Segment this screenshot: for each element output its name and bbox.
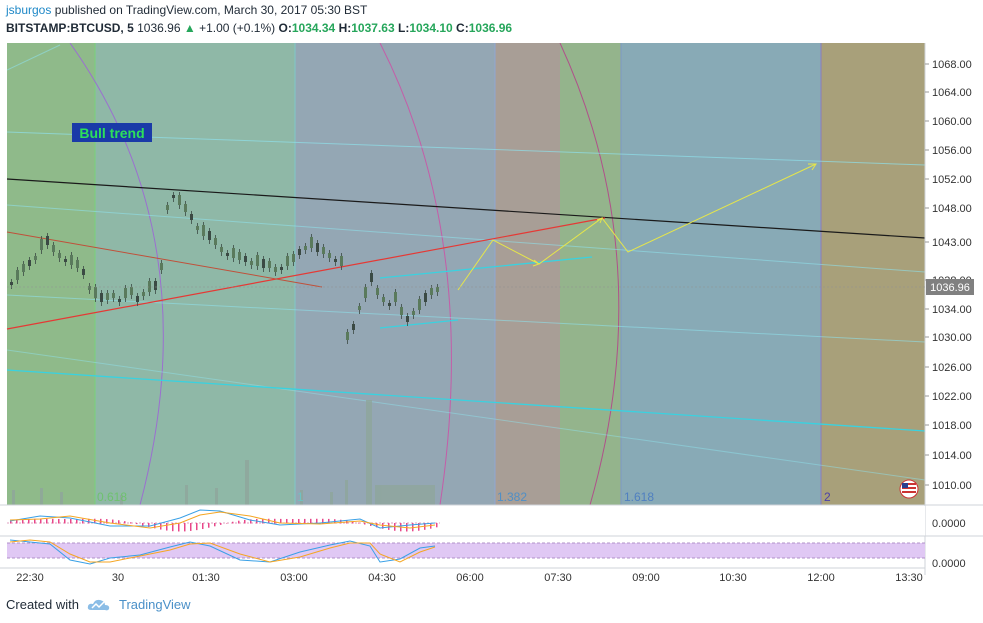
support-trendline[interactable]	[6, 217, 606, 330]
open-value: 1034.34	[291, 21, 336, 35]
volume-bars	[12, 400, 435, 505]
change-value: +1.00 (+0.1%)	[199, 21, 276, 35]
chart-canvas[interactable]: Bull trend 0.618 1 1.382 1.618 2 1068.00…	[0, 40, 983, 595]
close-label: C:	[456, 21, 469, 35]
low-label: L:	[397, 21, 410, 35]
fib-labels: 0.618 1 1.382 1.618 2	[97, 490, 831, 504]
time-tick-label: 13:30	[895, 572, 923, 584]
price-tick-label: 1056.00	[932, 145, 972, 157]
price-tick-label: 1022.00	[932, 391, 972, 403]
high-label: H:	[338, 21, 352, 35]
channel-bottom-line[interactable]	[6, 369, 926, 432]
price-tick-label: 1018.00	[932, 420, 972, 432]
time-tick-label: 10:30	[719, 572, 747, 584]
macd-value: 0.0000	[932, 518, 966, 530]
time-tick-label: 04:30	[368, 572, 396, 584]
current-price-tag	[926, 279, 974, 295]
author-link[interactable]: jsburgos	[6, 3, 52, 17]
down-trendline[interactable]	[6, 231, 323, 288]
price-tick-label: 1026.00	[932, 362, 972, 374]
fib-label-1618: 1.618	[624, 490, 654, 504]
published-text: published on TradingView.com, March 30, …	[54, 3, 368, 17]
candlestick-series	[10, 192, 439, 344]
time-axis[interactable]: 22:30 30 01:30 03:00 04:30 06:00 07:30 09:00 10:…	[16, 572, 923, 584]
price-tick-label: 1068.00	[932, 59, 972, 71]
channel-upper-short[interactable]	[379, 256, 593, 279]
tradingview-link[interactable]: TradingView	[118, 597, 191, 612]
bull-trend-label: Bull trend	[79, 125, 144, 141]
high-value: 1037.63	[351, 21, 395, 35]
last-price: 1036.96	[137, 21, 181, 35]
time-tick-label: 01:30	[192, 572, 220, 584]
time-tick-label: 22:30	[16, 572, 44, 584]
symbol-label[interactable]: BITSTAMP:BTCUSD, 5	[6, 21, 134, 35]
time-tick-label: 07:30	[544, 572, 572, 584]
price-tick-label: 1010.00	[932, 480, 972, 492]
fib-arc-1	[69, 43, 164, 505]
channel-lower-short[interactable]	[379, 319, 459, 329]
fib-arc-2	[379, 43, 452, 505]
close-value: 1036.96	[468, 21, 513, 35]
price-tick-label: 1034.00	[932, 304, 972, 316]
fib-label-1: 1	[297, 490, 304, 504]
fib-time-zones	[7, 43, 925, 505]
stochastic-pane[interactable]	[7, 539, 925, 565]
time-tick-label: 06:00	[456, 572, 484, 584]
tradingview-cloud-icon	[87, 599, 110, 610]
up-triangle-icon: ▲	[183, 21, 196, 35]
macd-pane[interactable]	[7, 506, 925, 536]
open-label: O:	[278, 21, 292, 35]
price-axis[interactable]: 1068.00 1064.00 1060.00 1056.00 1052.00 1048.…	[925, 59, 972, 492]
created-with-text: Created with	[6, 597, 79, 612]
price-tick-label: 1014.00	[932, 450, 972, 462]
projection-arrowheads	[532, 163, 817, 267]
price-tick-label: 1043.00	[932, 237, 972, 249]
price-tick-label: 1064.00	[932, 87, 972, 99]
time-tick-label: 30	[112, 572, 124, 584]
time-tick-label: 12:00	[807, 572, 835, 584]
annotation-box[interactable]	[72, 123, 152, 142]
footer: Created with TradingView	[6, 597, 191, 612]
fib-label-0618: 0.618	[97, 490, 127, 504]
time-tick-label: 03:00	[280, 572, 308, 584]
time-tick-label: 09:00	[632, 572, 660, 584]
price-tick-label: 1060.00	[932, 116, 972, 128]
current-price-label: 1036.96	[930, 282, 970, 294]
fib-label-1382: 1.382	[497, 490, 527, 504]
stoch-value: 0.0000	[932, 558, 966, 570]
resistance-trendline[interactable]	[6, 178, 926, 239]
low-value: 1034.10	[409, 21, 453, 35]
fib-label-2: 2	[824, 490, 831, 504]
publish-info: jsburgos published on TradingView.com, M…	[6, 3, 367, 17]
price-tick-label: 1030.00	[932, 332, 972, 344]
projection-path[interactable]	[457, 163, 817, 291]
ohlc-legend: BITSTAMP:BTCUSD, 5 1036.96 ▲ +1.00 (+0.1…	[6, 21, 512, 35]
fib-arc-3	[559, 43, 620, 505]
price-tick-label: 1048.00	[932, 203, 972, 215]
price-tick-label: 1052.00	[932, 174, 972, 186]
us-flag-icon[interactable]	[899, 479, 919, 499]
